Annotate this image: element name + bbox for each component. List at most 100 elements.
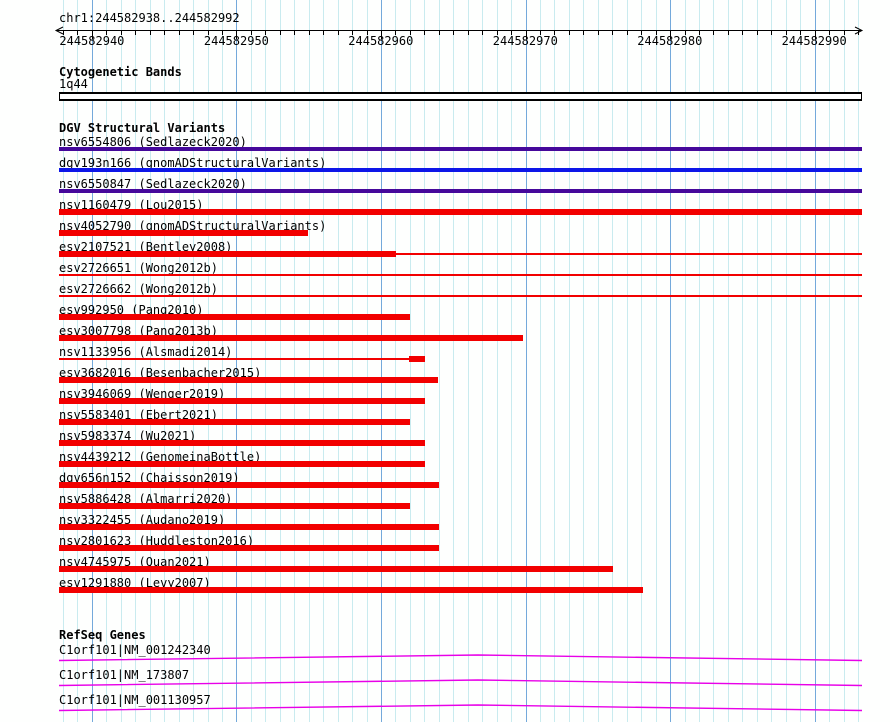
variant-bar[interactable] — [59, 566, 613, 572]
ruler-minor-tick — [77, 31, 78, 35]
ruler-tick-label: 244582960 — [348, 34, 414, 48]
variant-label[interactable]: esv2107521 (Bentley2008) — [59, 240, 233, 254]
gridline-minor — [771, 0, 772, 722]
ruler-minor-tick — [265, 31, 266, 35]
variant-bar[interactable] — [59, 419, 410, 425]
gridline-minor — [468, 0, 469, 722]
ruler-minor-tick — [453, 31, 454, 35]
ruler-minor-tick — [497, 31, 498, 35]
variant-bar[interactable] — [59, 335, 523, 341]
cytoband-band[interactable] — [59, 92, 862, 101]
variant-label[interactable]: esv3007798 (Pang2013b) — [59, 324, 218, 338]
variant-label[interactable]: esv992950 (Pang2010) — [59, 303, 204, 317]
variant-label[interactable]: nsv5583401 (Ebert2021) — [59, 408, 218, 422]
variant-bar[interactable] — [59, 189, 862, 193]
gene-label[interactable]: C1orf101|NM_001130957 — [59, 693, 211, 707]
ruler-major-tick — [92, 31, 93, 39]
ruler-minor-tick — [150, 31, 151, 35]
ruler-minor-tick — [309, 31, 310, 35]
gridline-minor — [800, 0, 801, 722]
ruler-minor-tick — [612, 31, 613, 35]
gridline-major — [236, 0, 237, 722]
gridline-major — [815, 0, 816, 722]
gene-label[interactable]: C1orf101|NM_001242340 — [59, 643, 211, 657]
variant-label[interactable]: esv1291880 (Levy2007) — [59, 576, 211, 590]
ruler-tick-label: 244582980 — [637, 34, 703, 48]
variant-bar[interactable] — [59, 147, 862, 151]
gridline-minor — [554, 0, 555, 722]
variant-line[interactable] — [59, 295, 862, 297]
ruler-minor-tick — [121, 31, 122, 35]
variant-bar[interactable] — [59, 482, 439, 488]
variant-label[interactable]: nsv3946069 (Wenger2019) — [59, 387, 226, 401]
ruler-minor-tick — [410, 31, 411, 35]
ruler-minor-tick — [742, 31, 743, 35]
variant-bar[interactable] — [59, 503, 410, 509]
section-title-dgv: DGV Structural Variants — [59, 121, 226, 135]
variant-line[interactable] — [396, 253, 862, 255]
variant-label[interactable]: nsv1133956 (Alsmadi2014) — [59, 345, 233, 359]
ruler-minor-tick — [627, 31, 628, 35]
variant-label[interactable]: nsv6554806 (Sedlazeck2020) — [59, 135, 247, 149]
ruler-tick-label: 244582990 — [781, 34, 847, 48]
gridline-minor — [482, 0, 483, 722]
gridline-minor — [309, 0, 310, 722]
gridline-minor — [583, 0, 584, 722]
variant-bar[interactable] — [59, 440, 425, 446]
gridline-minor — [63, 0, 64, 722]
variant-label[interactable]: dgv193n166 (gnomADStructuralVariants) — [59, 156, 327, 170]
variant-label[interactable]: esv3682016 (Besenbacher2015) — [59, 366, 262, 380]
ruler-tick-label: 244582970 — [492, 34, 558, 48]
section-title-refseq: RefSeq Genes — [59, 628, 146, 642]
variant-label[interactable]: nsv5886428 (Almarri2020) — [59, 492, 233, 506]
ruler-left-arrow-icon — [54, 26, 64, 35]
variant-label[interactable]: nsv4745975 (Quan2021) — [59, 555, 211, 569]
variant-bar[interactable] — [59, 230, 308, 236]
variant-bar[interactable] — [59, 377, 438, 383]
gridline-major — [381, 0, 382, 722]
variant-label[interactable]: nsv2801623 (Huddleston2016) — [59, 534, 255, 548]
ruler-minor-tick — [569, 31, 570, 35]
variant-label[interactable]: dgv656n152 (Chaisson2019) — [59, 471, 240, 485]
ruler-tick-label: 244582940 — [59, 34, 125, 48]
variant-bar[interactable] — [59, 209, 862, 215]
ruler-minor-tick — [208, 31, 209, 35]
variant-label[interactable]: nsv3322455 (Audano2019) — [59, 513, 226, 527]
gridline-minor — [540, 0, 541, 722]
variant-bar[interactable] — [59, 398, 425, 404]
variant-label[interactable]: esv2726651 (Wong2012b) — [59, 261, 218, 275]
gene-label[interactable]: C1orf101|NM_173807 — [59, 668, 190, 682]
ruler-minor-tick — [63, 31, 64, 35]
gridline-minor — [728, 0, 729, 722]
variant-line[interactable] — [59, 274, 862, 276]
variant-bar[interactable] — [59, 461, 425, 467]
ruler-minor-tick — [482, 31, 483, 35]
ruler-minor-tick — [641, 31, 642, 35]
ruler-minor-tick — [193, 31, 194, 35]
gridline-minor — [106, 0, 107, 722]
variant-label[interactable]: esv2726662 (Wong2012b) — [59, 282, 218, 296]
ruler-minor-tick — [699, 31, 700, 35]
variant-label[interactable]: nsv5983374 (Wu2021) — [59, 429, 197, 443]
variant-bar[interactable] — [59, 545, 439, 551]
variant-bar[interactable] — [59, 314, 410, 320]
variant-bar[interactable] — [409, 356, 425, 362]
variant-label[interactable]: nsv1160479 (Lou2015) — [59, 198, 204, 212]
ruler-tick-label: 244582950 — [203, 34, 269, 48]
gridline-minor — [786, 0, 787, 722]
variant-line[interactable] — [59, 358, 409, 360]
gridline-minor — [395, 0, 396, 722]
variant-bar[interactable] — [59, 168, 862, 172]
variant-label[interactable]: nsv6550847 (Sedlazeck2020) — [59, 177, 247, 191]
variant-label[interactable]: nsv4052790 (gnomADStructuralVariants) — [59, 219, 327, 233]
cytoband-label[interactable]: 1q44 — [59, 77, 88, 91]
ruler-minor-tick — [395, 31, 396, 35]
variant-bar[interactable] — [59, 251, 396, 257]
ruler-minor-tick — [323, 31, 324, 35]
gridline-minor — [699, 0, 700, 722]
variant-bar[interactable] — [59, 587, 643, 593]
variant-bar[interactable] — [59, 524, 439, 530]
ruler-minor-tick — [800, 31, 801, 35]
variant-label[interactable]: nsv4439212 (GenomeinaBottle) — [59, 450, 262, 464]
ruler-major-tick — [670, 31, 671, 39]
